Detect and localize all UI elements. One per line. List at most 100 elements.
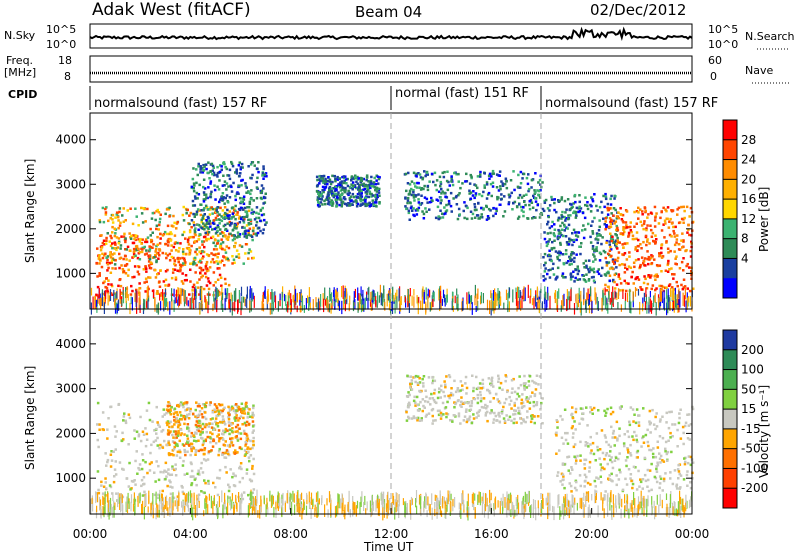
scatter-mark — [138, 287, 140, 297]
scatter-mark — [590, 449, 593, 452]
scatter-mark — [566, 442, 570, 445]
scatter-mark — [584, 259, 588, 263]
scatter-mark — [168, 232, 171, 236]
scatter-mark — [373, 292, 375, 305]
scatter-mark — [168, 252, 172, 256]
scatter-mark — [132, 252, 136, 256]
scatter-mark — [552, 262, 555, 266]
scatter-mark — [119, 284, 123, 288]
scatter-mark — [343, 202, 347, 206]
scatter-mark — [251, 425, 255, 428]
scatter-mark — [384, 301, 386, 311]
scatter-mark — [553, 223, 556, 226]
scatter-mark — [567, 214, 570, 217]
scatter-mark — [647, 478, 650, 482]
scatter-mark — [144, 240, 147, 244]
scatter-mark — [555, 419, 558, 422]
scatter-mark — [375, 193, 379, 197]
scatter-mark — [460, 396, 463, 399]
scatter-mark — [183, 450, 187, 453]
scatter-mark — [105, 286, 109, 290]
scatter-mark — [358, 189, 361, 192]
scatter-mark — [208, 281, 212, 285]
scatter-mark — [166, 239, 170, 243]
scatter-mark — [200, 226, 203, 230]
scatter-mark — [204, 198, 207, 201]
scatter-mark — [247, 422, 251, 426]
scatter-mark — [608, 295, 610, 303]
scatter-mark — [489, 182, 493, 186]
scatter-mark — [201, 416, 204, 419]
scatter-mark — [238, 416, 241, 420]
scatter-mark — [656, 440, 659, 443]
scatter-mark — [175, 289, 178, 304]
scatter-mark — [203, 424, 207, 428]
scatter-mark — [683, 285, 687, 288]
scatter-mark — [337, 300, 339, 307]
scatter-mark — [673, 235, 677, 238]
scatter-mark — [183, 448, 186, 452]
scatter-mark — [154, 250, 157, 253]
scatter-mark — [445, 415, 448, 419]
scatter-mark — [607, 252, 610, 256]
scatter-mark — [417, 193, 420, 196]
scatter-mark — [406, 199, 410, 202]
scatter-mark — [456, 296, 458, 310]
scatter-mark — [127, 443, 130, 446]
scatter-mark — [585, 406, 588, 409]
scatter-mark — [331, 204, 334, 207]
scatter-mark — [457, 172, 460, 176]
scatter-mark — [264, 172, 268, 175]
scatter-mark — [561, 210, 564, 214]
scatter-mark — [184, 409, 187, 412]
cpid-segment-3: normalsound (fast) 157 RF — [545, 96, 718, 111]
scatter-mark — [472, 190, 475, 193]
scatter-mark — [556, 298, 558, 311]
scatter-mark — [378, 194, 381, 197]
scatter-mark — [174, 443, 178, 447]
scatter-mark — [575, 459, 578, 462]
scatter-mark — [171, 298, 173, 310]
scatter-mark — [343, 291, 345, 302]
scatter-mark — [186, 472, 189, 475]
scatter-mark — [213, 184, 216, 187]
scatter-mark — [135, 290, 137, 302]
scatter-mark — [560, 214, 563, 217]
scatter-mark — [237, 253, 241, 256]
scatter-mark — [242, 491, 246, 494]
power-panel-frame — [89, 112, 693, 310]
scatter-mark — [591, 220, 594, 223]
scatter-mark — [657, 222, 661, 225]
scatter-mark — [660, 288, 663, 291]
scatter-mark — [611, 432, 615, 435]
scatter-mark — [559, 480, 562, 483]
scatter-mark — [200, 413, 204, 416]
scatter-mark — [247, 165, 250, 168]
scatter-mark — [658, 420, 662, 423]
scatter-mark — [428, 397, 432, 400]
scatter-mark — [491, 293, 493, 302]
scatter-mark — [408, 201, 412, 204]
scatter-mark — [666, 263, 669, 267]
scatter-mark — [216, 175, 219, 178]
scatter-mark — [608, 291, 610, 300]
scatter-mark — [248, 227, 252, 230]
scatter-mark — [189, 297, 191, 309]
scatter-mark — [144, 220, 147, 223]
scatter-mark — [485, 407, 488, 410]
scatter-mark — [236, 222, 239, 225]
scatter-mark — [439, 417, 443, 420]
scatter-mark — [544, 198, 548, 202]
scatter-mark — [257, 212, 261, 215]
scatter-mark — [228, 424, 231, 427]
scatter-mark — [479, 399, 483, 403]
scatter-mark — [655, 212, 658, 215]
scatter-mark — [190, 482, 194, 485]
scatter-mark — [199, 266, 203, 270]
scatter-mark — [464, 375, 468, 379]
scatter-mark — [534, 197, 537, 200]
scatter-mark — [476, 293, 478, 307]
scatter-mark — [231, 437, 234, 440]
scatter-mark — [685, 473, 689, 477]
scatter-mark — [563, 293, 565, 307]
